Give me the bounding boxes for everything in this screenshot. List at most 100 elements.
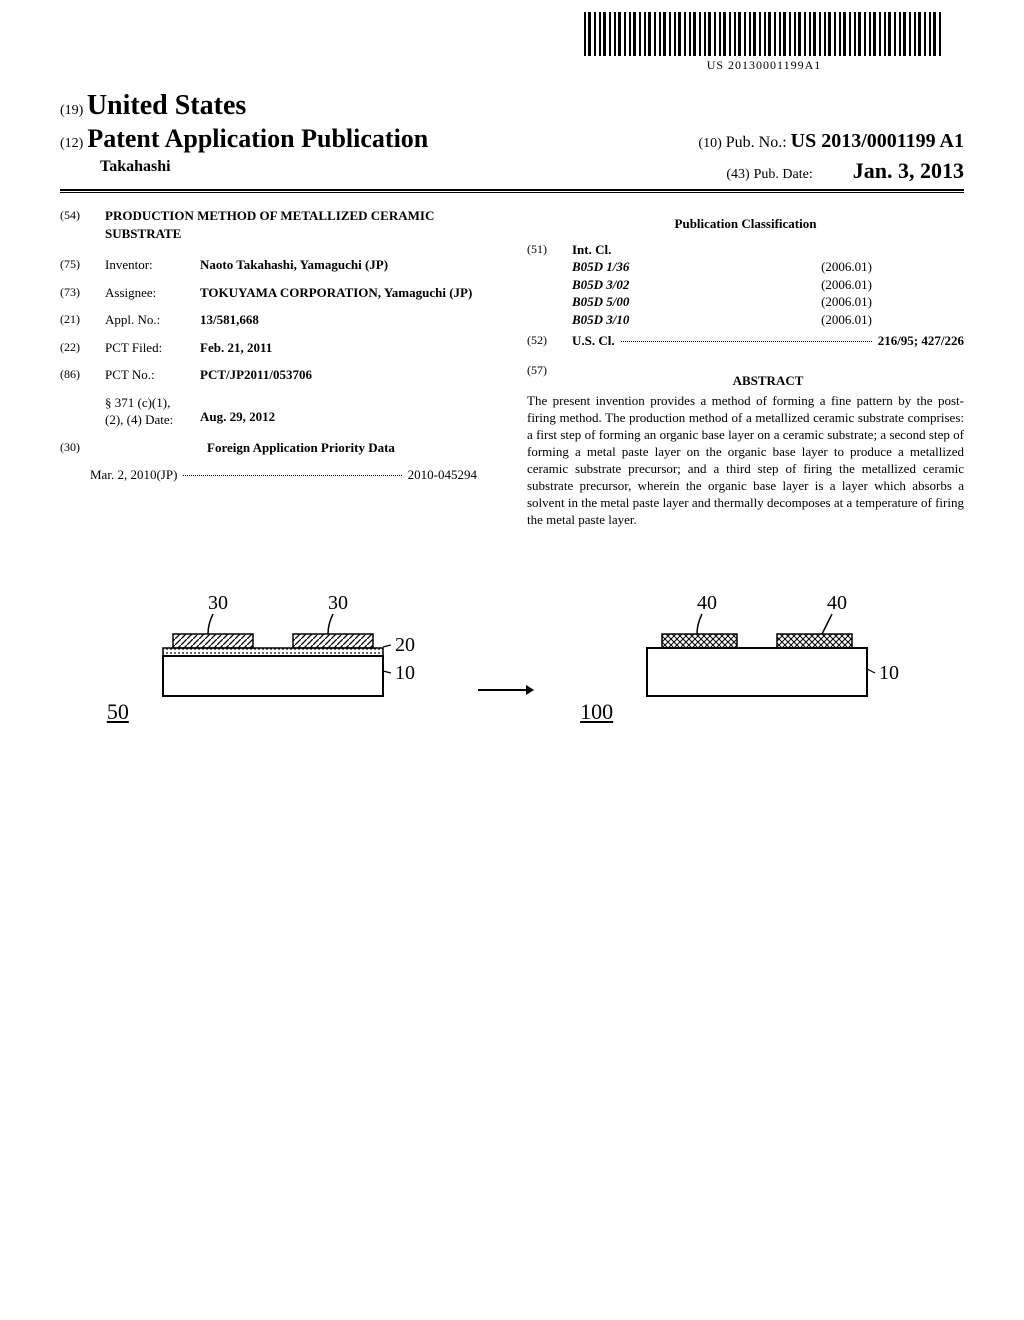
inventor-row: (75) Inventor: Naoto Takahashi, Yamaguch… — [60, 256, 497, 274]
figure-right: 100 40 40 10 — [580, 579, 917, 755]
country-code: (19) — [60, 103, 83, 118]
foreign-country: (JP) — [156, 466, 177, 484]
arrow-icon — [476, 677, 536, 707]
intcl-row: (51) Int. Cl. — [527, 241, 964, 259]
leader-line — [328, 614, 333, 634]
main-columns: (54) PRODUCTION METHOD OF METALLIZED CER… — [60, 207, 964, 529]
abstract-heading-row: (57) ABSTRACT — [527, 362, 964, 394]
pctno-row: (86) PCT No.: PCT/JP2011/053706 — [60, 366, 497, 384]
intcl-label: Int. Cl. — [572, 241, 611, 259]
pubno-code: (10) — [698, 136, 721, 151]
assignee-label: Assignee: — [105, 284, 200, 302]
fig-ref-right: 100 — [580, 699, 613, 725]
foreign-date: Mar. 2, 2010 — [90, 466, 156, 484]
leader-line — [697, 614, 702, 634]
leader-line — [208, 614, 213, 634]
layer-20 — [163, 648, 383, 656]
uscl-row: (52) U.S. Cl. 216/95; 427/226 — [527, 332, 964, 350]
inventor-name: Naoto Takahashi, Yamaguchi (JP) — [200, 256, 497, 274]
pubno: US 2013/0001199 A1 — [791, 130, 964, 152]
dots-leader — [183, 466, 401, 476]
intcl-item: B05D 5/00(2006.01) — [572, 293, 872, 311]
title-code: (54) — [60, 207, 105, 242]
pub-type: Patent Application Publication — [87, 124, 428, 153]
patent-title: PRODUCTION METHOD OF METALLIZED CERAMIC … — [105, 207, 497, 242]
fig-ref-left: 50 — [107, 699, 129, 725]
foreign-heading: Foreign Application Priority Data — [105, 439, 497, 457]
abstract-heading: ABSTRACT — [572, 372, 964, 390]
pub-code: (12) — [60, 136, 83, 151]
pctfiled-code: (22) — [60, 339, 105, 357]
pctno-value: PCT/JP2011/053706 — [200, 366, 497, 384]
author-name: Takahashi — [60, 158, 171, 184]
intcl-item: B05D 1/36(2006.01) — [572, 258, 872, 276]
publication-line: (12) Patent Application Publication (10)… — [60, 124, 964, 154]
label-10: 10 — [395, 662, 415, 684]
figure-left: 50 30 30 20 10 — [107, 579, 433, 755]
assignee-row: (73) Assignee: TOKUYAMA CORPORATION, Yam… — [60, 284, 497, 302]
intcl-list: B05D 1/36(2006.01) B05D 3/02(2006.01) B0… — [527, 258, 964, 328]
document-header: (19) United States (12) Patent Applicati… — [60, 90, 964, 193]
assignee-name: TOKUYAMA CORPORATION, Yamaguchi (JP) — [200, 284, 497, 302]
applno-code: (21) — [60, 311, 105, 329]
pctfiled-value: Feb. 21, 2011 — [200, 339, 497, 357]
country-line: (19) United States — [60, 90, 964, 122]
pub-left: (12) Patent Application Publication — [60, 124, 428, 154]
barcode — [584, 12, 944, 56]
pub-right: (10) Pub. No.: US 2013/0001199 A1 — [698, 130, 964, 153]
pubdate-label: Pub. Date: — [754, 167, 813, 182]
foreign-heading-row: (30) Foreign Application Priority Data — [60, 439, 497, 457]
s371-label: § 371 (c)(1), (2), (4) Date: — [105, 394, 200, 429]
label-40-1: 40 — [697, 592, 717, 614]
assignee-code: (73) — [60, 284, 105, 302]
layer-10 — [647, 648, 867, 696]
pctfiled-row: (22) PCT Filed: Feb. 21, 2011 — [60, 339, 497, 357]
layer-40-blocks — [662, 634, 852, 648]
label-40-2: 40 — [827, 592, 847, 614]
foreign-num: 2010-045294 — [408, 466, 477, 484]
layer-10 — [163, 656, 383, 696]
leader-line — [867, 669, 875, 673]
arrow-svg — [476, 680, 536, 700]
leader-line — [383, 645, 391, 647]
label-20: 20 — [395, 634, 415, 656]
classification-heading: Publication Classification — [527, 215, 964, 233]
label-10: 10 — [879, 662, 899, 684]
figures-region: 50 30 30 20 10 — [60, 579, 964, 755]
right-column: Publication Classification (51) Int. Cl.… — [527, 207, 964, 529]
country-name: United States — [87, 90, 246, 121]
layer-30-blocks — [173, 634, 373, 648]
s371-row: § 371 (c)(1), (2), (4) Date: Aug. 29, 20… — [60, 394, 497, 429]
s371-date: Aug. 29, 2012 — [200, 394, 497, 429]
intcl-item: B05D 3/02(2006.01) — [572, 276, 872, 294]
uscl-code: (52) — [527, 332, 572, 350]
label-30-1: 30 — [208, 592, 228, 614]
applno-label: Appl. No.: — [105, 311, 200, 329]
abstract-text: The present invention provides a method … — [527, 393, 964, 528]
applno-value: 13/581,668 — [200, 311, 497, 329]
pctno-label: PCT No.: — [105, 366, 200, 384]
foreign-code: (30) — [60, 439, 105, 457]
title-block: (54) PRODUCTION METHOD OF METALLIZED CER… — [60, 207, 497, 242]
priority-line: Mar. 2, 2010 (JP) 2010-045294 — [60, 466, 497, 484]
abstract-code: (57) — [527, 362, 572, 394]
intcl-item: B05D 3/10(2006.01) — [572, 311, 872, 329]
figure-right-svg: 40 40 10 — [617, 579, 917, 719]
inventor-label: Inventor: — [105, 256, 200, 274]
pubdate-block: (43) Pub. Date: Jan. 3, 2013 — [726, 158, 964, 184]
pctno-code: (86) — [60, 366, 105, 384]
header-rule-thick — [60, 189, 964, 191]
inventor-code: (75) — [60, 256, 105, 274]
barcode-area: US 20130001199A1 — [584, 12, 944, 73]
s371-blank — [60, 394, 105, 429]
pubno-label: Pub. No.: — [726, 134, 787, 151]
intcl-code: (51) — [527, 241, 572, 259]
figure-left-svg: 30 30 20 10 — [133, 579, 433, 719]
leader-line — [822, 614, 832, 634]
pubdate-code: (43) — [726, 167, 749, 182]
applno-row: (21) Appl. No.: 13/581,668 — [60, 311, 497, 329]
author-date-line: Takahashi (43) Pub. Date: Jan. 3, 2013 — [60, 158, 964, 187]
label-30-2: 30 — [328, 592, 348, 614]
dots-leader — [621, 332, 872, 342]
uscl-value: 216/95; 427/226 — [878, 332, 964, 350]
